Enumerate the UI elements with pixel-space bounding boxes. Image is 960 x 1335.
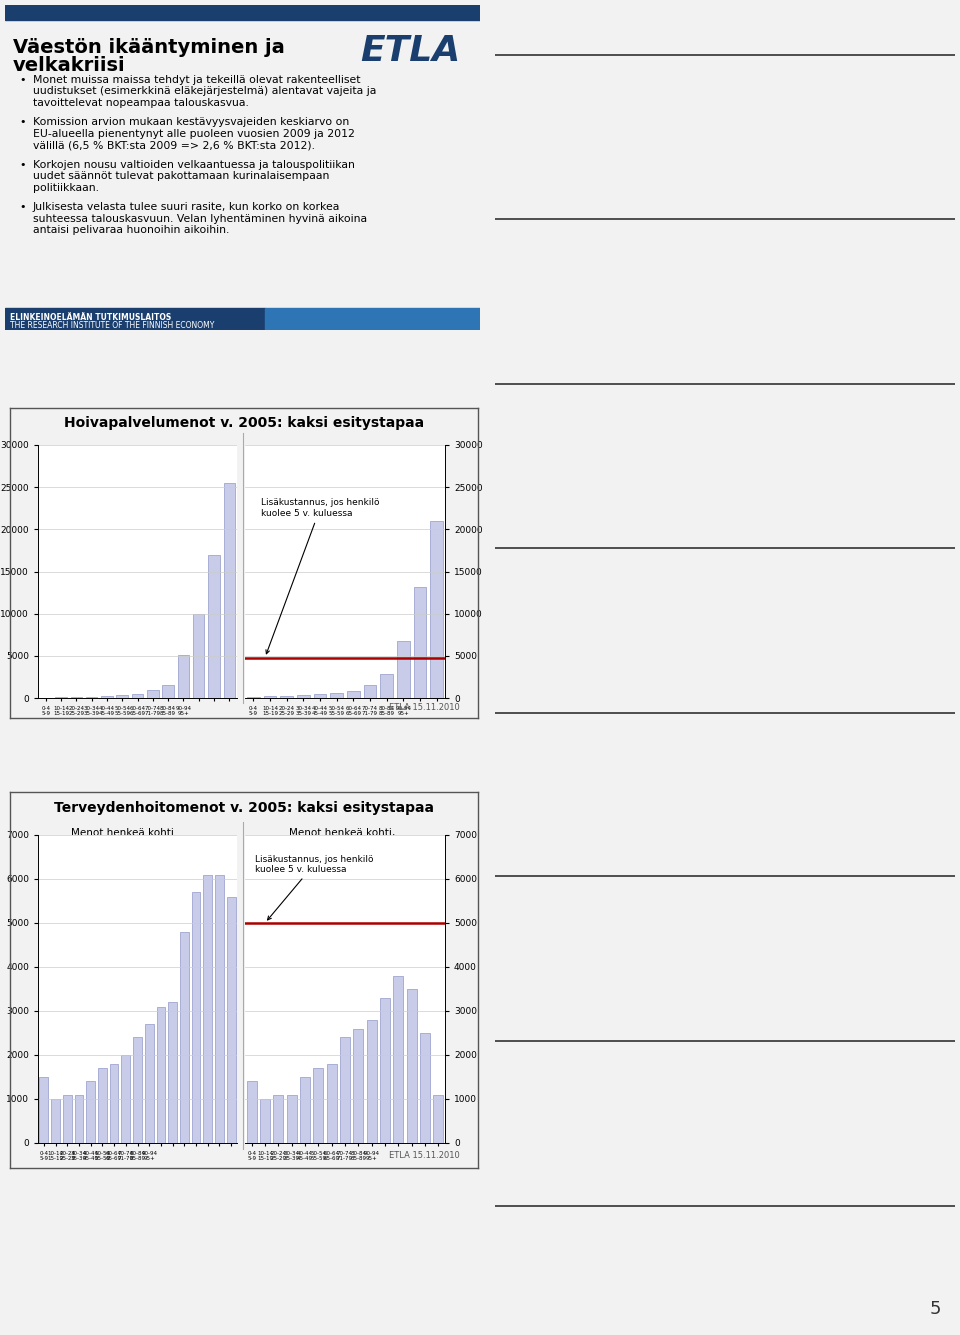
Text: suhteessa talouskasvuun. Velan lyhentäminen hyvinä aikoina: suhteessa talouskasvuun. Velan lyhentämi… xyxy=(33,214,367,224)
Text: Lisäkustannus, jos henkilö
kuolee 5 v. kuluessa: Lisäkustannus, jos henkilö kuolee 5 v. k… xyxy=(261,498,379,654)
Bar xyxy=(133,1037,142,1143)
Text: uudistukset (esimerkkinä eläkejärjestelmä) alentavat vajeita ja: uudistukset (esimerkkinä eläkejärjestelm… xyxy=(33,87,376,96)
Text: Terveydenhoitomenot v. 2005: kaksi esitystapaa: Terveydenhoitomenot v. 2005: kaksi esity… xyxy=(54,801,434,816)
Bar xyxy=(414,586,426,698)
Bar xyxy=(51,1099,60,1143)
Text: Väestön ikääntyminen ja: Väestön ikääntyminen ja xyxy=(13,37,285,57)
Bar xyxy=(274,1095,283,1143)
Bar xyxy=(280,696,293,698)
Bar xyxy=(265,308,480,330)
Bar xyxy=(156,1007,165,1143)
Text: •: • xyxy=(19,75,26,85)
Bar xyxy=(75,1095,84,1143)
Bar xyxy=(297,696,309,698)
Bar xyxy=(394,976,403,1143)
Bar xyxy=(287,1095,297,1143)
Bar xyxy=(180,932,189,1143)
Text: Menot henkeä kohti: Menot henkeä kohti xyxy=(71,445,174,455)
Bar xyxy=(98,1068,107,1143)
Text: THE RESEARCH INSTITUTE OF THE FINNISH ECONOMY: THE RESEARCH INSTITUTE OF THE FINNISH EC… xyxy=(10,320,214,330)
Bar xyxy=(300,1077,310,1143)
Text: Korkojen nousu valtioiden velkaantuessa ja talouspolitiikan: Korkojen nousu valtioiden velkaantuessa … xyxy=(33,160,355,170)
Bar xyxy=(162,685,174,698)
Text: Julkisesta velasta tulee suuri rasite, kun korko on korkea: Julkisesta velasta tulee suuri rasite, k… xyxy=(33,203,341,212)
Bar xyxy=(147,690,158,698)
Bar xyxy=(178,655,189,698)
Bar xyxy=(353,1028,363,1143)
Text: tavoittelevat nopeampaa talouskasvua.: tavoittelevat nopeampaa talouskasvua. xyxy=(33,97,249,108)
Text: ETLA: ETLA xyxy=(360,33,460,68)
Bar xyxy=(208,554,220,698)
Bar xyxy=(5,5,480,20)
Bar xyxy=(145,1024,154,1143)
Text: ELINKEINOELÄMÄN TUTKIMUSLAITOS: ELINKEINOELÄMÄN TUTKIMUSLAITOS xyxy=(10,312,171,322)
Text: •: • xyxy=(19,203,26,212)
Bar xyxy=(121,1055,131,1143)
Bar xyxy=(340,1037,350,1143)
Bar xyxy=(367,1020,376,1143)
Bar xyxy=(132,694,143,698)
Text: Lisäkustannus, jos henkilö
kuolee 5 v. kuluessa: Lisäkustannus, jos henkilö kuolee 5 v. k… xyxy=(255,854,373,920)
Text: antaisi pelivaraa huonoihin aikoihin.: antaisi pelivaraa huonoihin aikoihin. xyxy=(33,226,229,235)
Bar xyxy=(260,1099,270,1143)
Bar xyxy=(326,1064,337,1143)
Bar xyxy=(109,1064,118,1143)
Text: välillä (6,5 % BKT:sta 2009 => 2,6 % BKT:sta 2012).: välillä (6,5 % BKT:sta 2009 => 2,6 % BKT… xyxy=(33,140,315,151)
Bar xyxy=(330,693,343,698)
Text: Hoivapalvelumenot v. 2005: kaksi esitystapaa: Hoivapalvelumenot v. 2005: kaksi esityst… xyxy=(64,415,424,430)
Text: ETLA 15.11.2010: ETLA 15.11.2010 xyxy=(389,1152,459,1160)
Bar xyxy=(62,1095,72,1143)
Bar xyxy=(192,892,201,1143)
Bar xyxy=(168,1003,177,1143)
Bar xyxy=(314,694,326,698)
Text: Menot henkeä kohti,
kuoleman läheisyys eroteltuna: Menot henkeä kohti, kuoleman läheisyys e… xyxy=(262,445,422,467)
Bar xyxy=(420,1033,430,1143)
Bar xyxy=(204,874,212,1143)
Text: •: • xyxy=(19,117,26,128)
Bar xyxy=(264,697,276,698)
Bar xyxy=(215,874,224,1143)
Text: Komission arvion mukaan kestävyysvajeiden keskiarvo on: Komission arvion mukaan kestävyysvajeide… xyxy=(33,117,349,128)
Text: 5: 5 xyxy=(929,1300,941,1319)
Text: •: • xyxy=(19,160,26,170)
Bar xyxy=(348,692,360,698)
Text: uudet säännöt tulevat pakottamaan kurinalaisempaan: uudet säännöt tulevat pakottamaan kurina… xyxy=(33,171,329,182)
Bar xyxy=(380,674,393,698)
Bar xyxy=(247,1081,256,1143)
Bar xyxy=(224,483,235,698)
Text: velkakriisi: velkakriisi xyxy=(13,56,126,75)
Text: Menot henkeä kohti: Menot henkeä kohti xyxy=(71,828,174,838)
Bar xyxy=(101,697,112,698)
Text: Menot henkeä kohti,
kuoleman läheisyys eroteltuna: Menot henkeä kohti, kuoleman läheisyys e… xyxy=(262,828,422,850)
Bar xyxy=(39,1077,48,1143)
Bar xyxy=(364,685,376,698)
Bar xyxy=(313,1068,324,1143)
Bar xyxy=(397,642,410,698)
Text: ETLA 15.11.2010: ETLA 15.11.2010 xyxy=(389,702,459,712)
Bar xyxy=(116,696,128,698)
Bar xyxy=(86,1081,95,1143)
Bar xyxy=(433,1095,444,1143)
Bar xyxy=(407,989,417,1143)
Bar xyxy=(430,521,443,698)
Text: EU-alueella pienentynyt alle puoleen vuosien 2009 ja 2012: EU-alueella pienentynyt alle puoleen vuo… xyxy=(33,129,355,139)
Text: Monet muissa maissa tehdyt ja tekeillä olevat rakenteelliset: Monet muissa maissa tehdyt ja tekeillä o… xyxy=(33,75,361,85)
Bar xyxy=(227,897,235,1143)
Bar xyxy=(380,997,390,1143)
Text: politiikkaan.: politiikkaan. xyxy=(33,183,99,194)
Bar xyxy=(5,308,265,330)
Bar xyxy=(193,614,204,698)
